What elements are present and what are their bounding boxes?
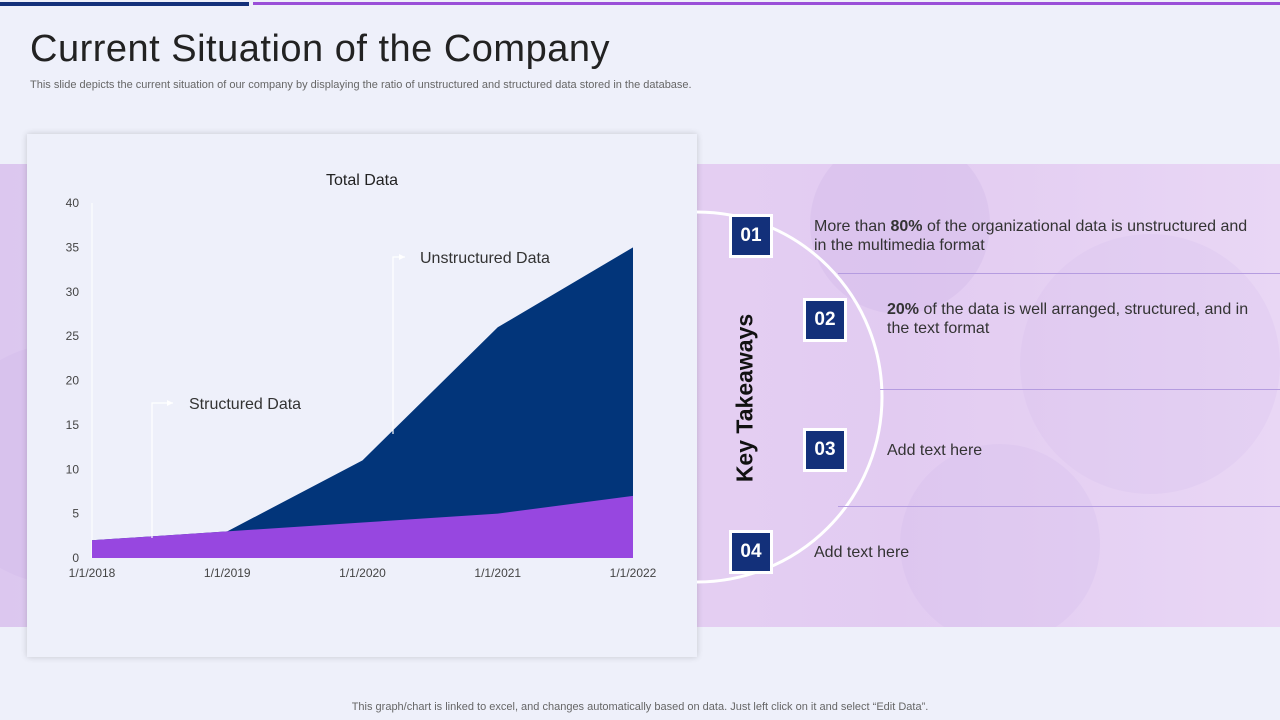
y-tick-label: 0 (72, 551, 79, 565)
annotation-label-unstructured: Unstructured Data (420, 250, 550, 267)
area-chart[interactable]: Total Data 0 5 10 15 20 25 30 35 40 1/1/2018 1/1/20… (27, 134, 697, 657)
x-tick-label: 1/1/2020 (339, 566, 386, 580)
separator-line (838, 273, 1280, 274)
key-takeaways-heading: Key Takeaways (731, 313, 758, 483)
chart-card[interactable]: Total Data 0 5 10 15 20 25 30 35 40 1/1/2018 1/1/20… (27, 134, 697, 657)
y-tick-label: 20 (66, 374, 80, 388)
y-tick-label: 5 (72, 507, 79, 521)
takeaway-badge-01: 01 (732, 217, 770, 255)
takeaway-text-03: Add text here (887, 442, 983, 459)
annotation-arrow-unstructured (399, 254, 405, 260)
takeaway-text-02: 20% of the data is well arranged, struct… (887, 301, 1249, 337)
y-tick-label: 35 (66, 240, 80, 254)
takeaway-badge-03: 03 (806, 431, 844, 469)
annotation-label-structured: Structured Data (189, 396, 301, 413)
footer-note: This graph/chart is linked to excel, and… (351, 701, 929, 713)
y-tick-label: 10 (66, 462, 80, 476)
page-title: Current Situation of the Company (30, 28, 610, 70)
x-tick-label: 1/1/2021 (474, 566, 521, 580)
y-tick-label: 40 (66, 196, 80, 210)
takeaway-badge-04: 04 (732, 533, 770, 571)
x-tick-label: 1/1/2022 (610, 566, 657, 580)
separator-line (838, 506, 1280, 507)
top-accent-line-dark (0, 2, 249, 6)
x-tick-label: 1/1/2019 (204, 566, 251, 580)
y-tick-label: 30 (66, 285, 80, 299)
annotation-arrow-structured (167, 400, 173, 406)
chart-title: Total Data (326, 172, 398, 189)
separator-line (880, 389, 1280, 390)
y-tick-label: 25 (66, 329, 80, 343)
annotation-leader-unstructured (392, 256, 405, 434)
x-tick-label: 1/1/2018 (69, 566, 116, 580)
page-subtitle: This slide depicts the current situation… (30, 79, 692, 91)
takeaway-text-04: Add text here (814, 544, 910, 561)
annotation-leader-structured (151, 402, 173, 538)
area-series-structured (92, 495, 633, 558)
y-tick-label: 15 (66, 418, 80, 432)
area-series-unstructured (92, 247, 633, 558)
top-accent-line-purple (253, 2, 1280, 5)
takeaway-badge-02: 02 (806, 301, 844, 339)
takeaway-text-01: More than 80% of the organizational data… (814, 218, 1248, 254)
